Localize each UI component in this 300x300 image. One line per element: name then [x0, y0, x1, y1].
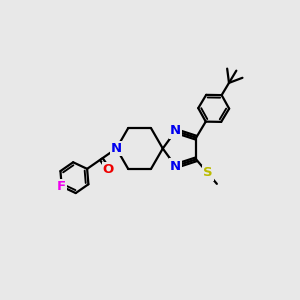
Text: N: N	[170, 124, 181, 137]
Text: F: F	[57, 180, 66, 193]
Text: O: O	[103, 163, 114, 176]
Text: S: S	[203, 167, 212, 179]
Text: N: N	[170, 160, 181, 172]
Text: N: N	[111, 142, 122, 155]
